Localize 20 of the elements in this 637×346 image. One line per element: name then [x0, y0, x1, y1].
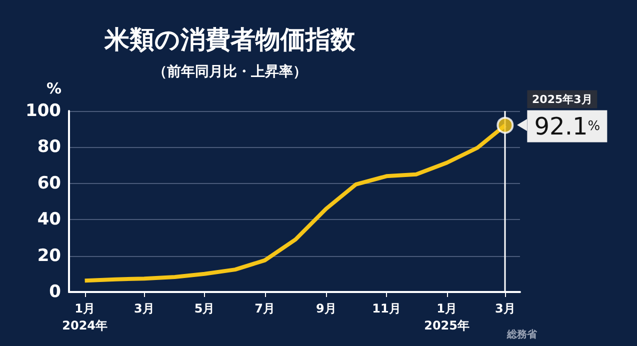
text: 総務省: [506, 328, 538, 340]
y-tick-label: 40: [37, 210, 62, 230]
x-tick-label: 7月: [254, 302, 276, 316]
x-tick-label: 3月: [134, 302, 154, 316]
y-tick-label: 80: [37, 137, 62, 158]
x-tick-label: 9月: [316, 302, 336, 316]
x-tick-label: 1月 2025年: [424, 302, 470, 332]
text: 92.1%: [534, 112, 600, 140]
y-tick-label: 100: [26, 101, 62, 121]
chart-title: 米類の消費者物価指数: [104, 25, 356, 54]
x-tick-label: 5月: [194, 302, 215, 316]
y-axis-title: %: [46, 80, 62, 98]
x-tick-label: 11月: [372, 302, 401, 316]
y-tick-label: 20: [37, 246, 62, 266]
x-tick-label: 1月 2024年: [62, 302, 108, 332]
x-tick-label: 3月: [494, 302, 516, 316]
chart-subtitle: （前年同月比・上昇率）: [153, 63, 307, 80]
text: 2025年3月: [532, 92, 592, 106]
y-tick-label: 60: [37, 173, 62, 194]
y-tick-label: 0: [49, 282, 62, 302]
